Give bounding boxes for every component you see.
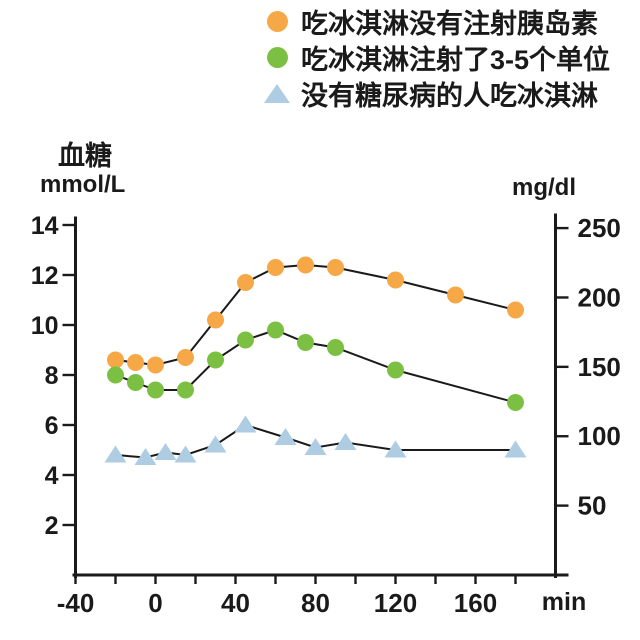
data-point-insulin-3-5-units — [387, 361, 404, 379]
legend-label: 吃冰淇淋注射了3-5个单位 — [301, 44, 611, 75]
x-tick-label: -40 — [57, 588, 95, 618]
y-tick-label: 4 — [45, 462, 59, 490]
data-point-insulin-3-5-units — [177, 381, 194, 399]
data-point-no-insulin — [107, 351, 124, 369]
y-tick-label: 6 — [45, 412, 59, 440]
x-tick-label: 80 — [301, 588, 330, 618]
legend-item-insulin-3-5-units: 吃冰淇淋注射了3-5个单位 — [264, 39, 610, 75]
x-tick-label: 0 — [148, 588, 162, 618]
data-point-triangle-non-diabetic — [304, 438, 327, 455]
data-point-no-insulin — [507, 301, 524, 319]
data-point-no-insulin — [207, 311, 224, 329]
data-point-no-insulin — [147, 356, 164, 374]
data-point-triangle-non-diabetic — [384, 440, 407, 458]
data-point-insulin-3-5-units — [237, 331, 254, 349]
green-circle-icon — [264, 46, 290, 68]
y-right-tick-label: 50 — [578, 491, 607, 521]
data-point-triangle-non-diabetic — [154, 443, 177, 460]
data-point-insulin-3-5-units — [107, 366, 124, 384]
x-axis-unit: min — [541, 588, 587, 616]
data-point-insulin-3-5-units — [267, 321, 284, 339]
legend-label: 没有糖尿病的人吃冰淇淋 — [301, 80, 598, 111]
y-axis-left-unit: mmol/L — [40, 171, 126, 198]
legend-item-non-diabetic: 没有糖尿病的人吃冰淇淋 — [264, 75, 610, 111]
y-tick-label: 2 — [45, 512, 59, 540]
data-point-triangle-non-diabetic — [104, 445, 127, 463]
y-right-tick-label: 100 — [578, 421, 621, 451]
chart-legend: 吃冰淇淋没有注射胰岛素 吃冰淇淋注射了3-5个单位 没有糖尿病的人吃冰淇淋 — [264, 3, 610, 111]
x-tick-label: 120 — [374, 588, 417, 618]
data-point-insulin-3-5-units — [147, 381, 164, 399]
legend-label: 吃冰淇淋没有注射胰岛素 — [301, 8, 598, 39]
y-axis-title: 血糖 — [58, 141, 112, 171]
data-point-no-insulin — [127, 354, 144, 371]
data-point-insulin-3-5-units — [507, 394, 524, 411]
data-point-triangle-non-diabetic — [234, 415, 257, 433]
series-line-insulin-3-5-units — [115, 328, 516, 404]
data-point-no-insulin — [177, 349, 194, 366]
y-axis-right-unit: mg/dl — [512, 174, 576, 201]
blue-triangle-icon — [264, 83, 290, 103]
data-point-no-insulin — [297, 256, 314, 274]
y-right-tick-label: 150 — [578, 352, 621, 382]
y-tick-label: 8 — [45, 362, 59, 390]
data-point-no-insulin — [327, 259, 344, 276]
y-right-tick-label: 250 — [578, 213, 621, 243]
data-point-no-insulin — [387, 271, 404, 289]
data-point-insulin-3-5-units — [297, 334, 314, 351]
y-tick-label: 14 — [31, 212, 59, 240]
data-point-triangle-non-diabetic — [334, 433, 357, 450]
y-right-tick-label: 200 — [578, 282, 621, 312]
data-point-triangle-non-diabetic — [174, 445, 197, 463]
orange-circle-icon — [264, 10, 290, 32]
x-tick-label: 40 — [221, 588, 250, 618]
data-point-insulin-3-5-units — [207, 351, 224, 369]
series-line-no-insulin — [115, 263, 516, 367]
data-point-triangle-non-diabetic — [274, 428, 297, 445]
legend-item-no-insulin: 吃冰淇淋没有注射胰岛素 — [264, 3, 610, 39]
data-point-no-insulin — [237, 274, 254, 291]
data-point-triangle-non-diabetic — [134, 448, 157, 465]
data-point-triangle-non-diabetic — [504, 440, 527, 458]
data-point-no-insulin — [447, 286, 464, 304]
data-point-triangle-non-diabetic — [204, 435, 227, 453]
data-point-insulin-3-5-units — [327, 339, 344, 356]
y-tick-label: 12 — [31, 262, 59, 290]
data-point-insulin-3-5-units — [127, 374, 144, 391]
x-tick-label: 160 — [454, 588, 497, 618]
data-point-no-insulin — [267, 259, 284, 276]
y-tick-label: 10 — [31, 312, 59, 340]
